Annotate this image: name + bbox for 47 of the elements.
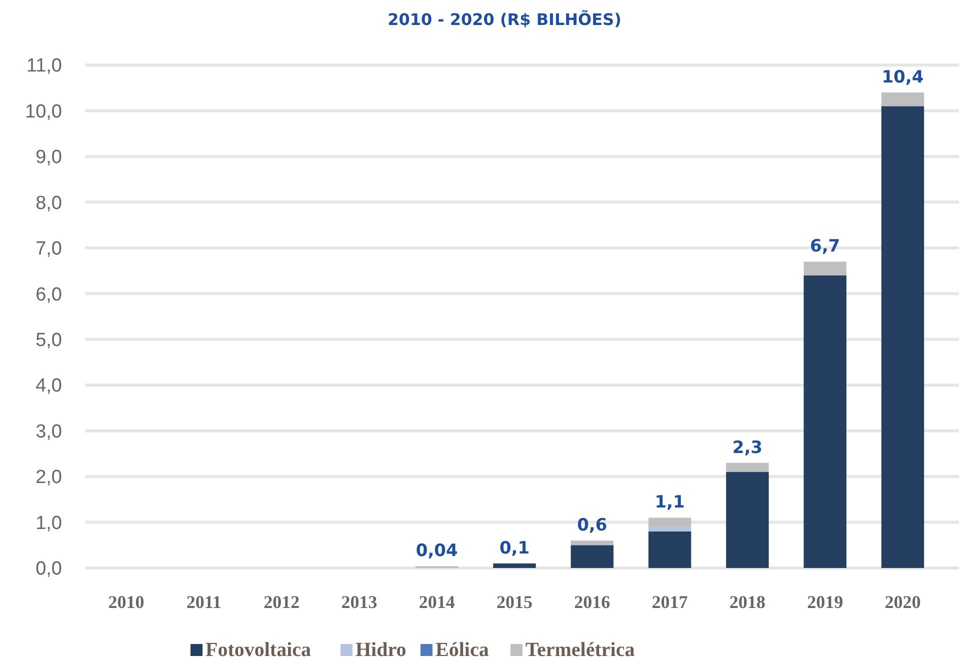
bar [726, 462, 769, 472]
x-tick-label: 2015 [496, 592, 532, 612]
y-tick-label: 10,0 [25, 101, 62, 122]
y-tick-label: 4,0 [36, 376, 62, 397]
y-tick-label: 5,0 [36, 330, 62, 352]
y-tick-label: 9,0 [36, 147, 62, 168]
x-tick-label: 2012 [264, 592, 300, 612]
bar [648, 518, 692, 527]
x-tick-label: 2016 [574, 592, 610, 612]
legend-label: Hidro [356, 639, 406, 661]
y-tick-label: 3,0 [36, 421, 62, 442]
total-label: 2,3 [732, 438, 762, 458]
bar [570, 540, 614, 546]
total-label: 0,1 [499, 538, 530, 558]
x-tick-label: 2017 [652, 592, 688, 612]
chart-title: 2010 - 2020 (R$ BILHÕES) [388, 10, 622, 29]
x-tick-label: 2020 [884, 592, 921, 612]
total-label: 0,04 [416, 541, 458, 562]
x-tick-label: 2011 [186, 592, 222, 612]
bar [881, 106, 924, 568]
bar [648, 526, 692, 532]
total-label: 1,1 [654, 492, 685, 513]
legend-label: Eólica [436, 639, 489, 661]
bar [570, 545, 614, 568]
x-tick-label: 2013 [341, 592, 378, 612]
bar [804, 275, 846, 568]
y-tick-label: 1,0 [36, 512, 62, 534]
y-tick-label: 0,0 [36, 558, 62, 580]
y-tick-label: 11,0 [26, 56, 62, 77]
bar [648, 531, 692, 568]
x-tick-label: 2019 [807, 592, 844, 612]
legend-label: Fotovoltaica [206, 639, 312, 661]
x-tick-label: 2014 [418, 592, 455, 612]
y-tick-label: 2,0 [36, 467, 62, 488]
y-tick-label: 6,0 [36, 284, 62, 306]
y-tick-label: 7,0 [36, 238, 62, 260]
bar [881, 92, 924, 106]
total-label: 10,4 [882, 67, 924, 88]
x-tick-label: 2018 [729, 592, 766, 612]
legend-label: Termelétrica [526, 639, 635, 661]
bar [726, 472, 769, 568]
total-label: 0,6 [577, 516, 608, 536]
total-label: 6,7 [810, 236, 840, 257]
bar [493, 563, 536, 568]
y-tick-label: 8,0 [36, 192, 62, 214]
x-tick-label: 2010 [108, 592, 144, 612]
bar [804, 262, 846, 276]
